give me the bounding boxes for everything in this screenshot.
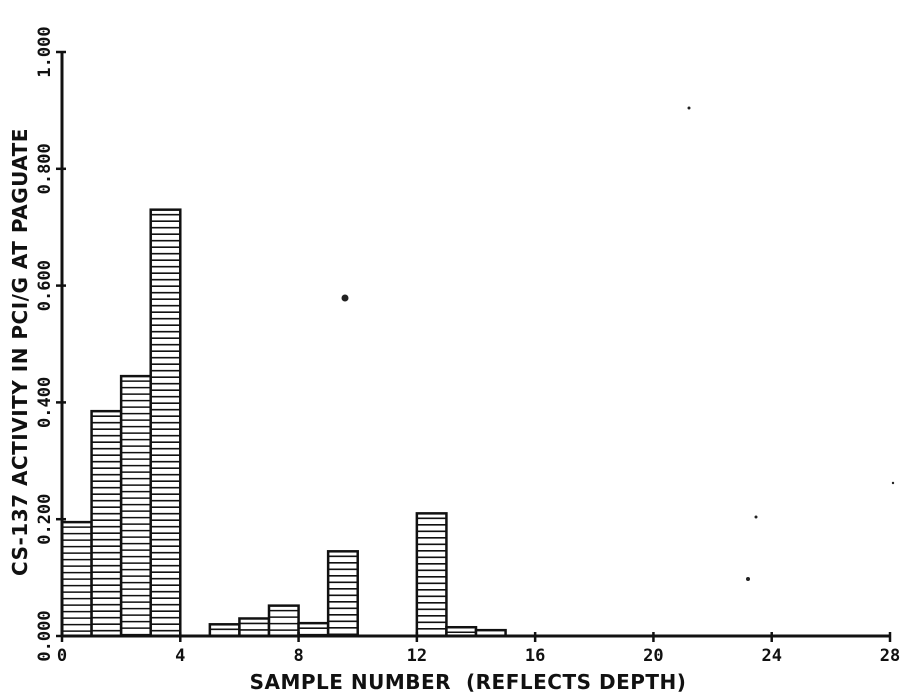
bar-sample-4 [149, 208, 182, 638]
tick-labels-layer: 0 4 8 12 16 20 24 28 0.000 0.200 0.400 0.600 0.800 1.… [35, 26, 900, 666]
bar-sample-6 [208, 623, 241, 638]
y-tick-label: 0.200 [35, 494, 55, 545]
y-tick-label: 1.000 [35, 26, 55, 77]
x-tick-label: 0 [57, 646, 67, 666]
bar-outline [326, 550, 359, 638]
bar-outline [208, 623, 241, 638]
ticks-layer [56, 50, 892, 642]
scan-speck [754, 515, 758, 519]
y-tick-label: 0.800 [35, 143, 55, 194]
x-tick-label: 24 [761, 646, 781, 666]
x-tick-label: 4 [175, 646, 185, 666]
x-tick-label: 12 [407, 646, 427, 666]
scan-speck [687, 106, 691, 110]
x-tick-label: 8 [293, 646, 303, 666]
bar-outline [119, 374, 152, 638]
scan-speck [746, 577, 750, 581]
x-axis-title: SAMPLE NUMBER (REFLECTS DEPTH) [250, 670, 687, 694]
bars-layer [60, 208, 507, 638]
axes-layer [60, 52, 890, 638]
bar-sample-2 [90, 409, 123, 638]
bar-outline [238, 617, 271, 638]
y-tick-label: 0.400 [35, 377, 55, 428]
x-tick-label: 20 [643, 646, 663, 666]
bar-sample-3 [119, 374, 152, 638]
scan-speck [341, 294, 349, 302]
bar-sample-7 [238, 617, 271, 638]
y-tick-label: 0.600 [35, 260, 55, 311]
bar-sample-8 [267, 604, 300, 638]
bar-sample-9 [297, 621, 330, 638]
scan-speck [891, 481, 895, 485]
scan-specks [341, 106, 895, 581]
x-tick-label: 16 [525, 646, 545, 666]
bar-outline [90, 409, 123, 638]
y-tick-label: 0.000 [35, 610, 55, 661]
x-tick-label: 28 [880, 646, 900, 666]
bar-sample-10 [326, 550, 359, 638]
bar-sample-13 [415, 512, 448, 638]
bar-sample-1 [60, 520, 93, 638]
y-axis-title: CS-137 ACTIVITY IN PCI/G AT PAGUATE [8, 128, 32, 576]
